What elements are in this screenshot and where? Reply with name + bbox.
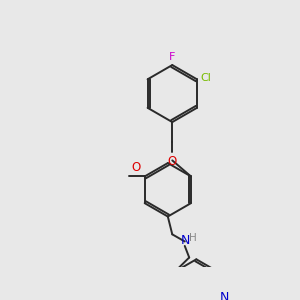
Text: H: H	[189, 233, 196, 243]
Text: O: O	[131, 161, 140, 174]
Text: N: N	[181, 234, 190, 247]
Text: F: F	[169, 52, 176, 62]
Text: N: N	[220, 291, 229, 300]
Text: Cl: Cl	[200, 74, 211, 83]
Text: O: O	[168, 155, 177, 168]
